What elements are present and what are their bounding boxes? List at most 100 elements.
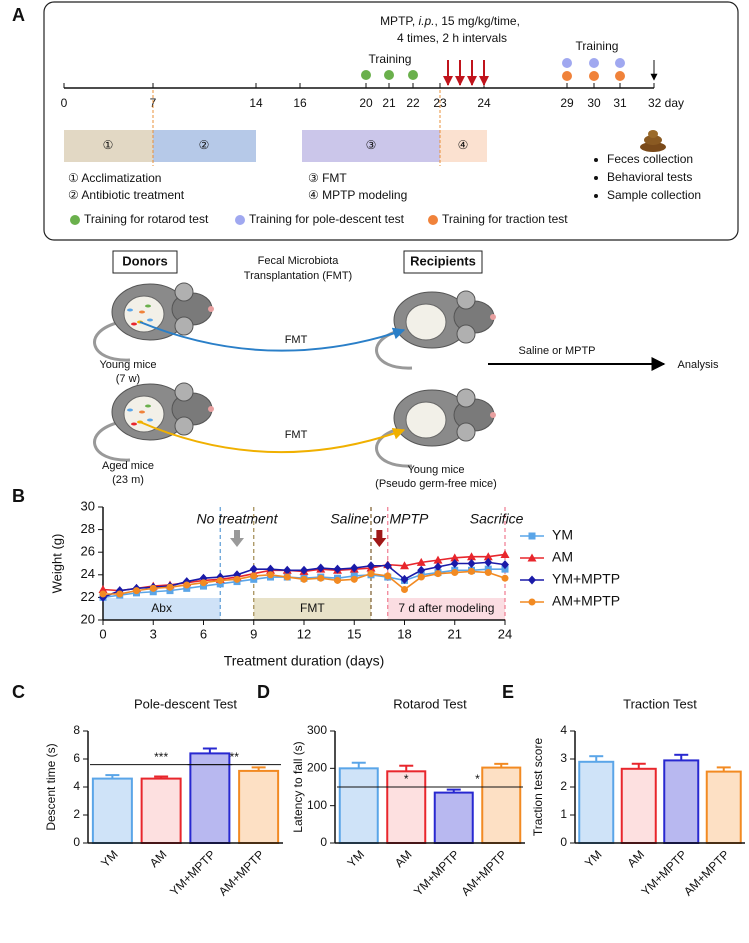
point — [266, 564, 275, 574]
timeline: 0 7 14 16 20 21 22 23 24 29 30 31 32 day — [61, 58, 684, 110]
dot-legend-text: Training for traction test — [442, 212, 568, 226]
annotation-arrow — [372, 530, 387, 547]
mouse-tail — [375, 426, 413, 468]
point — [416, 557, 426, 566]
chart-title: Rotarod Test — [393, 696, 467, 711]
x-tick-label: 18 — [397, 626, 411, 641]
significance-label: ** — [230, 750, 240, 764]
point — [484, 569, 492, 577]
analysis-label: Analysis — [678, 359, 719, 371]
fmt-arrow — [139, 421, 406, 454]
significance-label: * — [475, 772, 480, 786]
point — [216, 576, 224, 584]
training-dot — [408, 70, 418, 80]
point — [450, 559, 459, 568]
x-tick-label: 0 — [99, 626, 106, 641]
phase-bar — [64, 130, 153, 162]
phase-number: ③ — [366, 138, 377, 152]
y-tick-label: 3 — [560, 751, 567, 765]
point — [483, 552, 493, 561]
region-label: FMT — [300, 601, 325, 615]
fmt-arrow-label: FMT — [285, 429, 308, 441]
point — [367, 570, 375, 578]
mouse-ear — [456, 290, 476, 310]
panel-label: D — [257, 682, 270, 702]
training-dot — [615, 58, 625, 68]
microbe — [127, 408, 133, 412]
x-tick-label: 3 — [150, 626, 157, 641]
microbe — [131, 422, 137, 426]
point — [417, 573, 425, 581]
point — [149, 584, 157, 592]
timeline-tick-label: 30 — [587, 96, 601, 110]
treatment-label: Saline or MPTP — [518, 345, 595, 357]
microbe — [127, 308, 133, 312]
y-axis-label: Latency to fall (s) — [291, 741, 305, 832]
bar — [189, 752, 231, 845]
x-tick-label: AM+MPTP — [458, 847, 509, 898]
x-tick-label: 12 — [297, 626, 311, 641]
donor-label: Young mice — [99, 359, 156, 371]
mouse-ear — [174, 382, 194, 402]
note-part: , 15 mg/kg/time, — [435, 14, 520, 28]
x-tick-label: YM — [582, 847, 605, 870]
donor-label: (7 w) — [116, 373, 140, 385]
fmt-title: Fecal Microbiota — [258, 255, 340, 267]
legend-marker — [528, 575, 536, 585]
x-tick-label: 15 — [347, 626, 361, 641]
mouse-gut — [123, 395, 165, 433]
bar — [663, 759, 700, 845]
y-tick-label: 4 — [560, 723, 567, 737]
timeline-tick-label: 22 — [406, 96, 420, 110]
bar — [620, 767, 657, 844]
mouse-ear — [456, 422, 476, 442]
timeline-tick-label: 31 — [613, 96, 627, 110]
timeline-tick-label: 21 — [382, 96, 396, 110]
legend-marker — [527, 553, 537, 562]
training-label: Training — [369, 52, 412, 66]
chart-title: Pole-descent Test — [134, 696, 237, 711]
recipients-box — [403, 250, 483, 274]
mptp-note: MPTP, i.p., 15 mg/kg/time, — [380, 14, 520, 28]
mouse-tail — [93, 420, 131, 462]
y-tick-label: 1 — [560, 807, 567, 821]
training-dot — [562, 71, 572, 81]
y-tick-label: 200 — [307, 761, 327, 775]
x-tick-label: AM — [147, 847, 170, 870]
annotation: Saline or MPTP — [330, 511, 429, 527]
training-dot — [615, 71, 625, 81]
training-dot — [361, 70, 371, 80]
training-dot — [589, 58, 599, 68]
fmt-arrow-label: FMT — [285, 334, 308, 346]
x-tick-label: 21 — [448, 626, 462, 641]
point — [501, 565, 509, 573]
mouse-ear — [174, 416, 194, 436]
recipient-label: Young mice — [407, 464, 464, 476]
legend-label: YM — [552, 527, 573, 543]
y-axis-label: Traction test score — [531, 738, 545, 837]
point — [501, 560, 509, 570]
phase-number: ① — [103, 138, 114, 152]
phase-legend: ② Antibiotic treatment — [68, 188, 185, 202]
point — [401, 585, 408, 593]
y-tick-label: 2 — [73, 807, 80, 821]
point — [467, 559, 476, 568]
legend-label: AM — [552, 549, 573, 565]
mouse-ear — [174, 316, 194, 336]
legend-marker — [528, 598, 536, 606]
panel-label: A — [12, 5, 25, 25]
microbe — [145, 304, 151, 308]
phase-bar — [302, 130, 440, 162]
microbe — [147, 318, 153, 322]
note-part: MPTP, — [380, 14, 418, 28]
legend-marker — [528, 532, 536, 540]
x-tick-label: 24 — [498, 626, 512, 641]
timeline-tick-label: 7 — [150, 96, 157, 110]
bar — [140, 777, 182, 844]
chart-title: Traction Test — [623, 696, 697, 711]
dot-legend: Training for rotarod test Training for p… — [70, 212, 568, 226]
bar — [338, 767, 379, 844]
point — [384, 572, 392, 580]
phase-number: ② — [199, 138, 210, 152]
outcome: Feces collection — [607, 152, 693, 166]
